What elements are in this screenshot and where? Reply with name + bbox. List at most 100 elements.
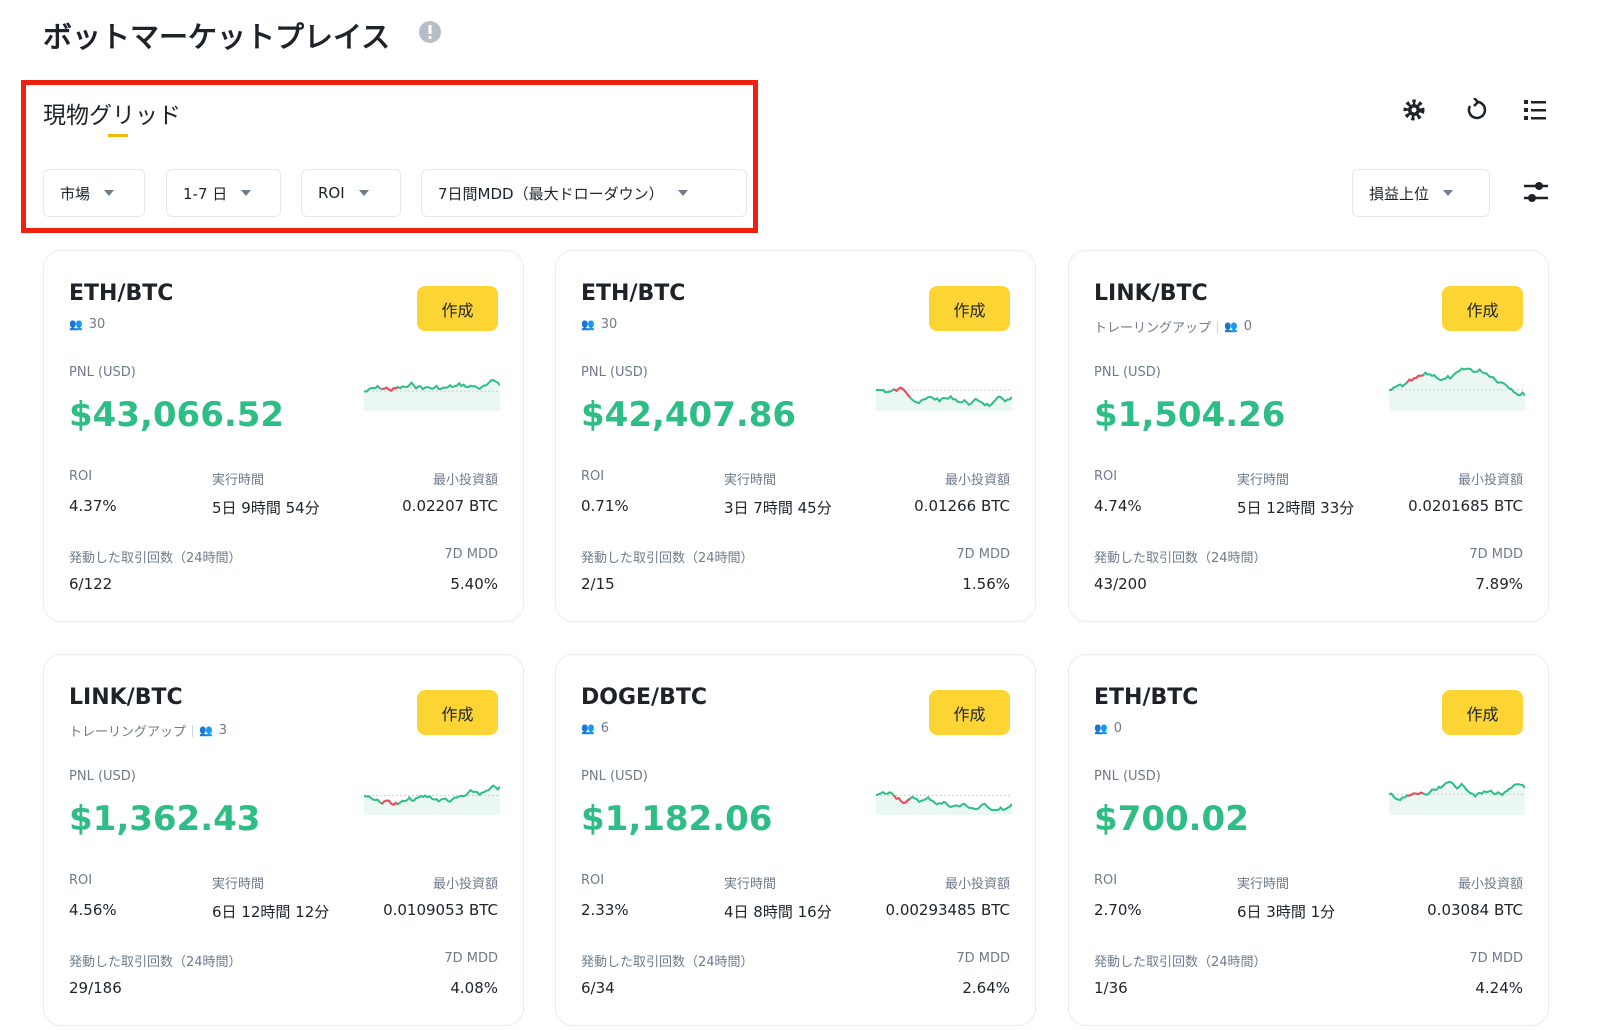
- tab[interactable]: 現物グリッド: [43, 103, 181, 129]
- trades-value: 2/15: [581, 575, 615, 593]
- sort-select[interactable]: 損益上位: [1352, 169, 1490, 217]
- roi-label: ROI: [581, 873, 605, 888]
- bot-card: ETH/BTC 👥 30 作成 PNL (USD) $43,066.52 ROI 4.37% 実…: [43, 250, 524, 622]
- runtime-label: 実行時間: [212, 473, 265, 488]
- runtime-value: 6日 12時間 12分: [212, 903, 330, 921]
- pnl-label: PNL (USD): [1094, 769, 1161, 784]
- trades-label: 発動した取引回数（24時間）: [69, 551, 242, 566]
- create-button[interactable]: 作成: [929, 286, 1010, 331]
- follower-row: トレーリングアップ 👥 3: [69, 721, 227, 740]
- followers: 0: [1113, 721, 1122, 736]
- filter-select[interactable]: 市場: [43, 169, 145, 217]
- runtime-label: 実行時間: [1237, 473, 1290, 488]
- create-button[interactable]: 作成: [1442, 690, 1523, 735]
- followers: 3: [218, 723, 227, 738]
- mdd-label: 7D MDD: [444, 547, 498, 562]
- pair: LINK/BTC: [1094, 281, 1208, 306]
- bot-card: LINK/BTC トレーリングアップ 👥 3 作成 PNL (USD) $1,362.43 R…: [43, 654, 524, 1026]
- filter-label: 市場: [60, 184, 91, 203]
- create-button[interactable]: 作成: [929, 690, 1010, 735]
- pnl-value: $1,182.06: [581, 799, 773, 839]
- user-icon: 👥: [581, 722, 595, 735]
- create-button[interactable]: 作成: [417, 690, 498, 735]
- mdd-value: 1.56%: [962, 575, 1010, 593]
- roi-label: ROI: [1094, 873, 1118, 888]
- pnl-label: PNL (USD): [69, 365, 136, 380]
- sparkline: [1389, 367, 1525, 411]
- filter-label: 1-7 日: [183, 184, 228, 203]
- mdd-value: 5.40%: [450, 575, 498, 593]
- pnl-label: PNL (USD): [1094, 365, 1161, 380]
- bot-card: LINK/BTC トレーリングアップ 👥 0 作成 PNL (USD) $1,504.26 R…: [1068, 250, 1549, 622]
- sort-label: 損益上位: [1369, 184, 1430, 203]
- trades-value: 43/200: [1094, 575, 1147, 593]
- tab-indicator: [108, 134, 128, 137]
- runtime-label: 実行時間: [212, 877, 265, 892]
- min-value: 0.01266 BTC: [914, 497, 1010, 515]
- pnl-value: $1,504.26: [1094, 395, 1286, 435]
- min-value: 0.0109053 BTC: [383, 901, 498, 919]
- list-icon[interactable]: [1524, 99, 1548, 123]
- pnl-label: PNL (USD): [69, 769, 136, 784]
- runtime-value: 5日 9時間 54分: [212, 499, 320, 517]
- roi-value: 0.71%: [581, 497, 629, 515]
- dropdown-arrow: [241, 190, 252, 196]
- roi-value: 4.37%: [69, 497, 117, 515]
- settings-icon[interactable]: [1402, 98, 1426, 122]
- followers: 0: [1243, 319, 1252, 334]
- trades-label: 発動した取引回数（24時間）: [1094, 955, 1267, 970]
- roi-label: ROI: [581, 469, 605, 484]
- bot-card: ETH/BTC 👥 0 作成 PNL (USD) $700.02 ROI 2.70% 実行時間 6…: [1068, 654, 1549, 1026]
- runtime-value: 4日 8時間 16分: [724, 903, 832, 921]
- trades-value: 29/186: [69, 979, 122, 997]
- mdd-label: 7D MDD: [1469, 951, 1523, 966]
- user-icon: 👥: [69, 318, 83, 331]
- sparkline: [364, 784, 500, 815]
- filter-select[interactable]: 1-7 日: [166, 169, 281, 217]
- sparkline: [876, 386, 1012, 411]
- filter-select[interactable]: ROI: [301, 169, 401, 217]
- runtime-value: 6日 3時間 1分: [1237, 903, 1336, 921]
- min-label: 最小投資額: [1457, 877, 1523, 892]
- min-value: 0.0201685 BTC: [1408, 497, 1523, 515]
- dropdown-arrow: [358, 190, 369, 196]
- create-button[interactable]: 作成: [417, 286, 498, 331]
- follower-row: 👥 6: [581, 721, 609, 736]
- filter-select[interactable]: 7日間MDD（最大ドローダウン）: [421, 169, 747, 217]
- runtime-label: 実行時間: [1237, 877, 1290, 892]
- runtime-value: 5日 12時間 33分: [1237, 499, 1355, 517]
- filter-icon[interactable]: [1524, 180, 1548, 204]
- trades-label: 発動した取引回数（24時間）: [1094, 551, 1267, 566]
- roi-value: 2.33%: [581, 901, 629, 919]
- pair: ETH/BTC: [581, 281, 686, 306]
- divider: [1217, 320, 1219, 333]
- follower-row: 👥 30: [581, 317, 617, 332]
- page-title: ボットマーケットプレイス: [43, 20, 391, 54]
- mdd-label: 7D MDD: [444, 951, 498, 966]
- user-icon: 👥: [1224, 320, 1238, 333]
- min-value: 0.03084 BTC: [1427, 901, 1523, 919]
- pnl-label: PNL (USD): [581, 365, 648, 380]
- filter-label: ROI: [318, 184, 345, 202]
- dropdown-arrow: [104, 190, 115, 196]
- roi-value: 4.74%: [1094, 497, 1142, 515]
- mdd-label: 7D MDD: [956, 547, 1010, 562]
- followers: 6: [600, 721, 609, 736]
- roi-value: 4.56%: [69, 901, 117, 919]
- tag: トレーリングアップ: [69, 725, 187, 740]
- trades-value: 6/34: [581, 979, 615, 997]
- mdd-value: 2.64%: [962, 979, 1010, 997]
- pnl-value: $700.02: [1094, 799, 1249, 839]
- info-icon[interactable]: [418, 20, 442, 44]
- pair: DOGE/BTC: [581, 685, 708, 710]
- trades-value: 6/122: [69, 575, 113, 593]
- min-label: 最小投資額: [944, 877, 1010, 892]
- trades-label: 発動した取引回数（24時間）: [581, 551, 754, 566]
- pnl-value: $42,407.86: [581, 395, 797, 435]
- tag: トレーリングアップ: [1094, 321, 1212, 336]
- create-button[interactable]: 作成: [1442, 286, 1523, 331]
- follower-row: トレーリングアップ 👥 0: [1094, 317, 1252, 336]
- mdd-label: 7D MDD: [1469, 547, 1523, 562]
- refresh-icon[interactable]: [1464, 98, 1488, 122]
